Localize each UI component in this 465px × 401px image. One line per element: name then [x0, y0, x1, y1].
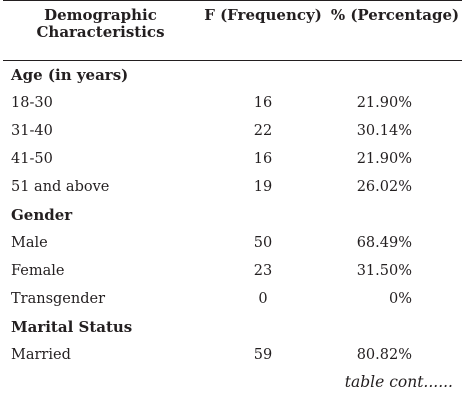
demographic-table: Demographic Characteristics F (Frequency… [3, 0, 462, 369]
demographic-table-container: Demographic Characteristics F (Frequency… [3, 0, 462, 369]
row-percentage: 68.49% [356, 234, 412, 251]
row-frequency: 59 [253, 346, 273, 363]
row-frequency: 0 [258, 290, 268, 307]
table-row: Female 23 31.50% [3, 257, 462, 285]
row-percentage: 30.14% [356, 122, 412, 139]
row-frequency: 16 [253, 94, 273, 111]
table-row: 41-50 16 21.90% [3, 145, 462, 173]
row-label: 18-30 [11, 94, 53, 111]
table-row: Transgender 0 0% [3, 285, 462, 313]
section-heading-row: Marital Status [3, 313, 462, 341]
table-row: Married 59 80.82% [3, 341, 462, 369]
row-percentage: 80.82% [356, 346, 412, 363]
table-continuation-note: table cont...... [344, 373, 453, 391]
row-percentage: 31.50% [356, 262, 412, 279]
row-frequency: 19 [253, 178, 273, 195]
table-header-row: Demographic Characteristics F (Frequency… [3, 0, 462, 61]
row-label: 41-50 [11, 150, 53, 167]
column-header-frequency: F (Frequency) [204, 6, 322, 24]
row-label: Transgender [11, 290, 106, 307]
row-percentage: 26.02% [356, 178, 412, 195]
table-row: 31-40 22 30.14% [3, 117, 462, 145]
row-frequency: 16 [253, 150, 273, 167]
row-frequency: 22 [253, 122, 273, 139]
column-header-demographic: Demographic Characteristics [36, 6, 165, 41]
row-label: Male [11, 234, 48, 251]
table-row: Male 50 68.49% [3, 229, 462, 257]
row-percentage: 21.90% [356, 150, 412, 167]
row-frequency: 23 [253, 262, 273, 279]
section-title-gender: Gender [11, 205, 73, 224]
table-row: 18-30 16 21.90% [3, 89, 462, 117]
section-heading-row: Age (in years) [3, 61, 462, 89]
table-row: 51 and above 19 26.02% [3, 173, 462, 201]
section-title-age: Age (in years) [11, 65, 129, 84]
row-percentage: 21.90% [356, 94, 412, 111]
row-label: Female [11, 262, 65, 279]
column-header-percentage: % (Percentage) [330, 6, 460, 24]
row-label: 31-40 [11, 122, 53, 139]
section-heading-row: Gender [3, 201, 462, 229]
row-frequency: 50 [253, 234, 273, 251]
section-title-marital-status: Marital Status [11, 317, 133, 336]
row-percentage: 0% [388, 290, 412, 307]
row-label: 51 and above [11, 178, 110, 195]
row-label: Married [11, 346, 71, 363]
